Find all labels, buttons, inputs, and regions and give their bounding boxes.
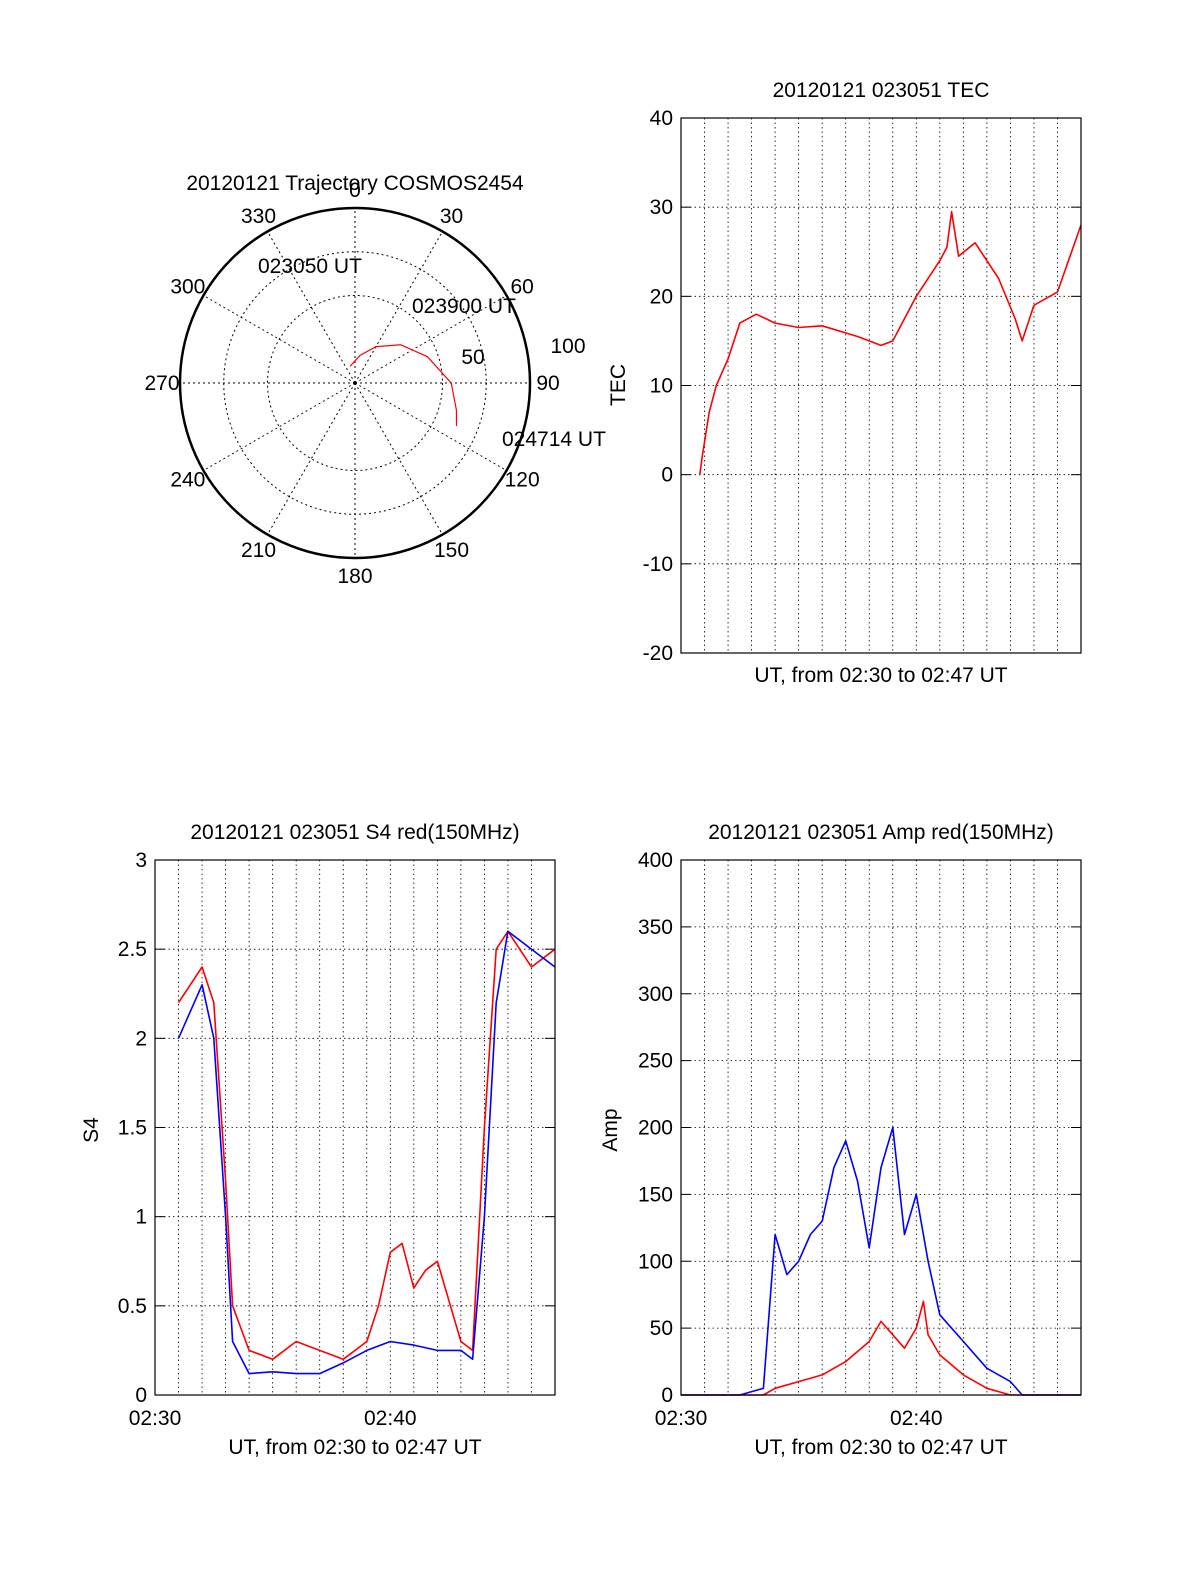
polar-title: 20120121 Trajectory COSMOS2454: [186, 172, 524, 195]
polar-azimuth-label: 150: [434, 539, 469, 562]
y-tick-label: 100: [638, 1250, 673, 1273]
y-tick-label: 400: [638, 849, 673, 872]
polar-azimuth-label: 240: [170, 469, 205, 492]
y-tick-label: 1: [135, 1206, 147, 1229]
tec-grid: [681, 117, 1081, 654]
polar-outer-circle: [178, 206, 532, 560]
polar-grid-spoke: [354, 382, 507, 471]
polar-grid-spoke: [203, 382, 356, 471]
tec-title: 20120121 023051 TEC: [773, 79, 990, 102]
trajectory-mid-annotation: 023900 UT: [412, 295, 516, 318]
y-tick-label: 2: [135, 1027, 147, 1050]
polar-azimuth-label: 180: [337, 565, 372, 588]
polar-radial-label: 50: [461, 346, 484, 369]
amp-title: 20120121 023051 Amp red(150MHz): [708, 821, 1054, 844]
y-tick-label: 300: [638, 983, 673, 1006]
y-tick-label: 150: [638, 1183, 673, 1206]
series-line-blue: [177, 930, 556, 1375]
polar-azimuth-label: 300: [170, 276, 205, 299]
y-tick-label: 30: [650, 196, 673, 219]
tec-x-label: UT, from 02:30 to 02:47 UT: [754, 664, 1007, 687]
y-tick-label: 10: [650, 375, 673, 398]
amp-series: [681, 1126, 1081, 1396]
series-line-red: [699, 210, 1082, 475]
amp-x-ticks: 02:30 02:40: [655, 1407, 943, 1430]
polar-azimuth-label: 120: [505, 469, 540, 492]
polar-grid-circle: [267, 295, 443, 471]
y-tick-label: 250: [638, 1050, 673, 1073]
y-tick-label: 20: [650, 285, 673, 308]
y-tick-label: 200: [638, 1117, 673, 1140]
polar-azimuth-label: 90: [536, 372, 559, 395]
polar-azimuth-label: 0: [349, 179, 361, 202]
trajectory-end-annotation: 024714 UT: [502, 428, 606, 451]
trajectory-start-annotation: 023050 UT: [258, 255, 362, 278]
polar-trajectory-plot: 20120121 Trajectory COSMOS2454 0 30 60 90 12…: [144, 172, 606, 588]
polar-radial-label: 100: [550, 335, 585, 358]
y-tick-label: 0: [661, 1384, 673, 1407]
s4-y-ticks: 0 0.5 1 1.5 2 2.5 3: [118, 849, 147, 1407]
polar-azimuth-label: 60: [510, 276, 533, 299]
y-tick-label: 0: [661, 464, 673, 487]
y-tick-label: -10: [643, 553, 673, 576]
polar-azimuth-labels: 0 30 60 90 120 150 180 210 240 270 300 330: [144, 179, 559, 588]
polar-grid: [178, 206, 532, 560]
y-tick-label: 50: [650, 1317, 673, 1340]
s4-x-label: UT, from 02:30 to 02:47 UT: [228, 1436, 481, 1459]
y-tick-label: -20: [643, 642, 673, 665]
y-tick-label: 0: [135, 1384, 147, 1407]
polar-radial-labels: 50 100: [461, 335, 585, 369]
series-line-blue: [681, 1126, 1081, 1396]
s4-plot: 20120121 023051 S4 red(150MHz) UT, from …: [80, 821, 556, 1459]
polar-grid-spoke: [354, 231, 443, 384]
y-tick-label: 350: [638, 916, 673, 939]
series-line-red: [681, 1300, 1081, 1396]
tec-plot: 20120121 023051 TEC UT, from 02:30 to 02…: [607, 79, 1082, 687]
series-line-red: [177, 930, 556, 1361]
polar-azimuth-label: 270: [144, 372, 179, 395]
s4-series: [177, 930, 556, 1375]
tec-series: [699, 210, 1082, 475]
amp-plot: 20120121 023051 Amp red(150MHz) UT, from…: [599, 821, 1082, 1459]
x-tick-label: 02:40: [364, 1407, 417, 1430]
tec-y-ticks: -20 -10 0 10 20 30 40: [643, 107, 673, 665]
y-tick-label: 3: [135, 849, 147, 872]
y-tick-label: 2.5: [118, 938, 147, 961]
x-tick-label: 02:30: [655, 1407, 708, 1430]
polar-grid-spoke: [267, 382, 356, 535]
polar-grid-spoke: [354, 295, 507, 384]
polar-azimuth-label: 30: [440, 205, 463, 228]
amp-x-label: UT, from 02:30 to 02:47 UT: [754, 1436, 1007, 1459]
s4-grid: [155, 859, 555, 1396]
amp-y-label: Amp: [599, 1108, 622, 1151]
polar-grid-spoke: [354, 382, 443, 535]
polar-grid-spoke: [267, 231, 356, 384]
polar-azimuth-label: 330: [241, 205, 276, 228]
s4-title: 20120121 023051 S4 red(150MHz): [190, 821, 519, 844]
y-tick-label: 0.5: [118, 1295, 147, 1318]
y-tick-label: 40: [650, 107, 673, 130]
amp-axes-frame: [680, 859, 1082, 1396]
polar-grid-spoke: [203, 295, 356, 384]
y-tick-label: 1.5: [118, 1117, 147, 1140]
tec-axes-frame: [680, 117, 1082, 654]
s4-x-ticks: 02:30 02:40: [129, 1407, 417, 1430]
amp-grid: [681, 859, 1081, 1396]
tec-y-label: TEC: [607, 364, 630, 406]
polar-trajectory-line: [349, 344, 458, 427]
amp-y-ticks: 0 50 100 150 200 250 300 350 400: [638, 849, 673, 1407]
polar-trajectory-series: [349, 344, 458, 427]
x-tick-label: 02:30: [129, 1407, 182, 1430]
polar-azimuth-label: 210: [241, 539, 276, 562]
x-tick-label: 02:40: [890, 1407, 943, 1430]
s4-axes-frame: [154, 859, 556, 1396]
s4-y-label: S4: [80, 1117, 103, 1143]
